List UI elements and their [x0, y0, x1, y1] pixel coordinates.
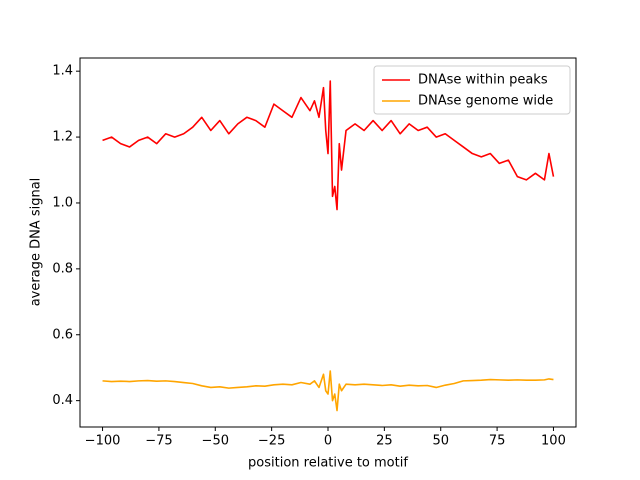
x-tick-label: −25 — [258, 434, 285, 449]
x-axis-label: position relative to motif — [248, 456, 408, 471]
line-series — [102, 370, 554, 412]
y-tick-label: 1.4 — [52, 64, 73, 79]
x-tick-label: 100 — [541, 434, 566, 449]
line-series — [102, 80, 555, 211]
x-tick-label: 0 — [324, 434, 332, 449]
legend-label: DNAse within peaks — [418, 73, 548, 88]
y-tick-label: 0.4 — [52, 393, 73, 408]
y-tick-label: 0.8 — [52, 261, 73, 276]
x-tick-label: 75 — [489, 434, 506, 449]
legend-box — [373, 65, 571, 115]
x-tick-label: −75 — [145, 434, 172, 449]
y-tick-label: 1.0 — [52, 195, 73, 210]
x-tick-label: 50 — [432, 434, 449, 449]
x-tick-label: −100 — [85, 434, 121, 449]
x-tick-label: 25 — [376, 434, 393, 449]
legend-label: DNAse genome wide — [418, 94, 553, 109]
y-tick-label: 0.6 — [52, 327, 73, 342]
y-axis-label: average DNA signal — [29, 178, 44, 307]
y-tick-label: 1.2 — [52, 130, 73, 145]
x-tick-label: −50 — [202, 434, 229, 449]
